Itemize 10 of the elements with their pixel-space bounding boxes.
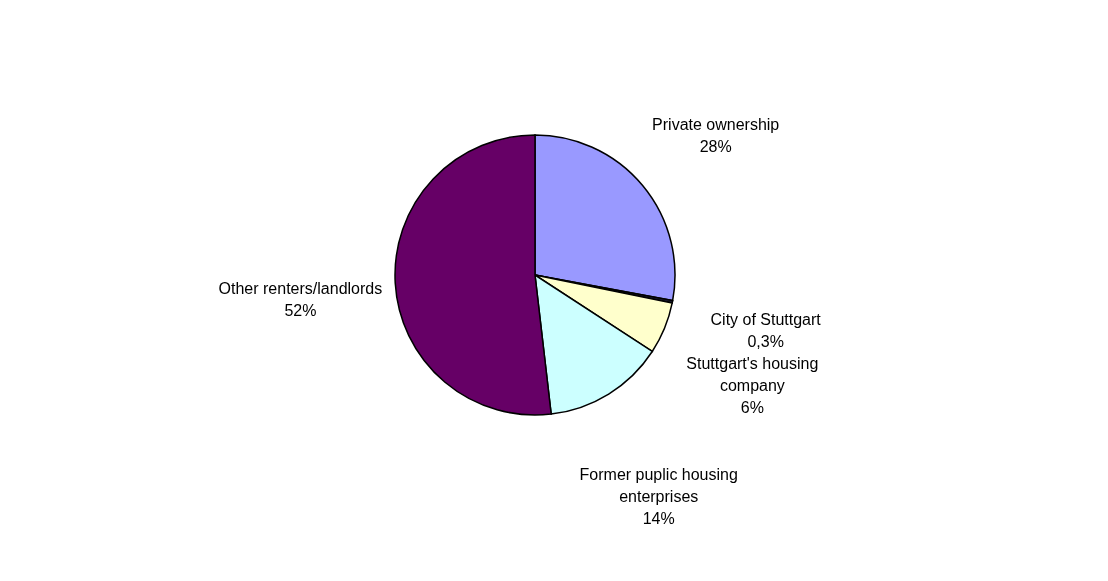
data-label: 28%	[699, 137, 732, 155]
slice-label: Other renters/landlords	[218, 279, 383, 297]
slice-label: Stuttgart's housing company	[686, 355, 819, 395]
data-label: 14%	[642, 509, 675, 527]
slice-label: Private ownership	[652, 115, 780, 133]
slice-label: Former puplic housing enterprises	[579, 465, 738, 505]
slice-label: City of Stuttgart	[710, 310, 822, 328]
data-label: 0,3%	[747, 332, 784, 350]
data-label: 52%	[284, 301, 317, 319]
data-label: 6%	[740, 399, 764, 417]
